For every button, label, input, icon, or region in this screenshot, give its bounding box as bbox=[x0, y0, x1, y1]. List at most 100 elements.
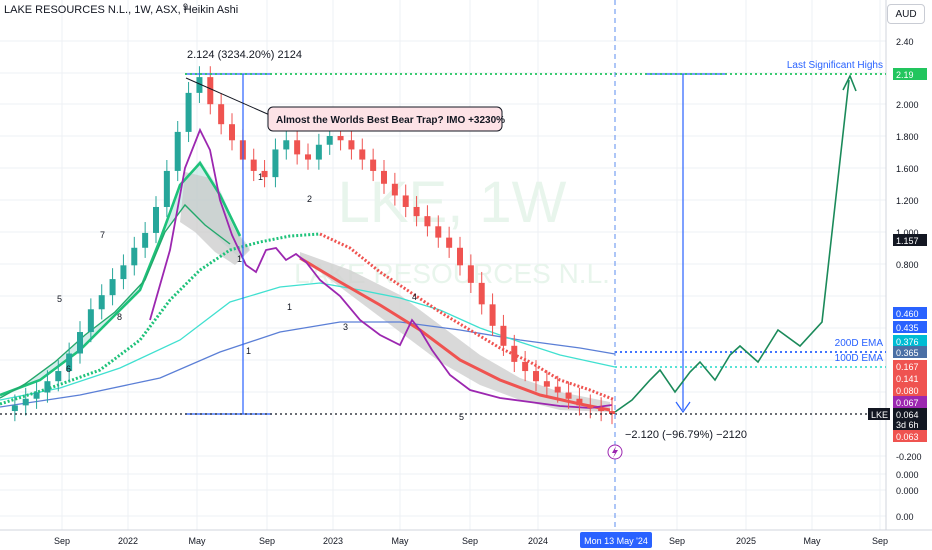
candle-body bbox=[294, 140, 301, 155]
price-label-box bbox=[893, 346, 927, 358]
y-tick-label: 0.000 bbox=[896, 470, 919, 480]
y-tick-label: 1.200 bbox=[896, 196, 919, 206]
price-label: 0.460 bbox=[896, 309, 919, 319]
candle-body bbox=[98, 295, 105, 310]
candle-body bbox=[435, 226, 442, 238]
candle-body bbox=[457, 247, 463, 266]
time-axis: Sep 2022 May Sep 2023 May Sep 2024 Sep 2025 May Sep bbox=[54, 536, 888, 546]
current-date-label: Mon 13 May '24 bbox=[584, 536, 648, 546]
wave-label: 3 bbox=[343, 322, 348, 332]
candle-body bbox=[337, 135, 344, 141]
candle-body bbox=[250, 159, 257, 171]
candle-body bbox=[391, 183, 398, 196]
currency-button[interactable]: AUD bbox=[887, 4, 925, 24]
lightning-icon[interactable] bbox=[607, 444, 623, 460]
price-label: 0.063 bbox=[896, 432, 919, 442]
price-label-box bbox=[893, 372, 927, 384]
candle-body bbox=[511, 345, 518, 362]
price-label: 1.157 bbox=[896, 236, 919, 246]
y-tick-label: 1.600 bbox=[896, 164, 919, 174]
gray-band-fill bbox=[180, 172, 250, 265]
candle-body bbox=[229, 124, 235, 141]
candles bbox=[11, 66, 615, 425]
price-label: 0.365 bbox=[896, 348, 919, 358]
y-tick-label: 1.800 bbox=[896, 132, 919, 142]
price-label: 0.064 bbox=[896, 410, 919, 420]
candle-body bbox=[283, 140, 290, 150]
candle-body bbox=[55, 371, 62, 382]
projection-arrow-icon bbox=[675, 401, 691, 414]
candle-body bbox=[467, 265, 474, 283]
candle-body bbox=[66, 353, 73, 372]
y-tick-label: 2.000 bbox=[896, 100, 919, 110]
symbol-badge bbox=[868, 408, 890, 420]
y-tick-label: 2.40 bbox=[896, 37, 914, 47]
candle-body bbox=[315, 144, 322, 160]
candle-body bbox=[587, 405, 594, 409]
candle-body bbox=[218, 104, 225, 125]
candle-body bbox=[185, 92, 192, 132]
price-label-box bbox=[893, 384, 927, 396]
y-tick-label: 0.800 bbox=[896, 260, 919, 270]
candle-body bbox=[565, 392, 572, 399]
x-tick-label: May bbox=[803, 536, 821, 546]
wave-label: 1 bbox=[258, 172, 263, 182]
candle-body bbox=[413, 206, 420, 217]
x-tick-label: Sep bbox=[54, 536, 70, 546]
wave-label: 6 bbox=[66, 364, 71, 374]
wave-label: 1 bbox=[287, 302, 292, 312]
candle-body bbox=[543, 381, 550, 387]
candle-body bbox=[87, 309, 94, 333]
y-tick-label: -0.200 bbox=[896, 452, 922, 462]
y-tick-label: 0.00 bbox=[896, 512, 914, 522]
x-tick-label: May bbox=[188, 536, 206, 546]
callout-box bbox=[267, 106, 503, 132]
candle-body bbox=[11, 405, 18, 412]
red-band-line bbox=[299, 256, 611, 412]
candle-body bbox=[402, 195, 409, 207]
price-label: 0.080 bbox=[896, 386, 919, 396]
chart-title: LAKE RESOURCES N.L., 1W, ASX, Heikin Ash… bbox=[4, 4, 239, 16]
candle-body bbox=[142, 232, 149, 248]
wave-label: 2 bbox=[307, 194, 312, 204]
symbol-badge-label: LKE bbox=[871, 410, 888, 420]
x-tick-label: Sep bbox=[462, 536, 478, 546]
x-tick-label: 2024 bbox=[528, 536, 548, 546]
price-label-box bbox=[893, 234, 927, 246]
wave-label: 1 bbox=[246, 346, 251, 356]
price-label-box bbox=[893, 335, 927, 347]
candle-body bbox=[598, 408, 605, 412]
price-label: 0.376 bbox=[896, 337, 919, 347]
wave-label: 5 bbox=[459, 412, 464, 422]
candle-body bbox=[554, 386, 561, 393]
price-label-box bbox=[893, 408, 927, 420]
candle-body bbox=[109, 279, 116, 296]
price-label: 3d 6h bbox=[896, 420, 919, 430]
x-tick-label: 2022 bbox=[118, 536, 138, 546]
green-band-line bbox=[0, 160, 242, 397]
bottom-measure-label: −2.120 (−96.79%) −2120 bbox=[625, 429, 747, 441]
callout-text: Almost the Worlds Best Bear Trap? IMO +3… bbox=[276, 115, 505, 126]
candle-body bbox=[489, 304, 496, 326]
candle-body bbox=[196, 77, 203, 93]
wave-label: 8 bbox=[117, 312, 122, 322]
candle-body bbox=[381, 170, 387, 184]
red-band-fill bbox=[300, 252, 610, 412]
candle-body bbox=[370, 159, 377, 171]
x-tick-label: May bbox=[391, 536, 409, 546]
ema100-label: 100D EMA bbox=[835, 353, 884, 364]
wave-labels: 9 7 5 8 6 1 1 2 1 3 1 4 5 bbox=[57, 2, 464, 422]
price-label-box bbox=[893, 307, 927, 319]
last-highs-label: Last Significant Highs bbox=[787, 60, 883, 71]
current-date-box bbox=[580, 532, 652, 548]
ema-long-line bbox=[0, 321, 616, 408]
candle-body bbox=[120, 265, 127, 280]
x-tick-label: Sep bbox=[259, 536, 275, 546]
candle-body bbox=[272, 149, 279, 178]
price-label-box bbox=[893, 418, 927, 430]
price-label-box bbox=[893, 396, 927, 408]
price-label: 0.435 bbox=[896, 323, 919, 333]
ema-mid-line bbox=[0, 282, 616, 401]
